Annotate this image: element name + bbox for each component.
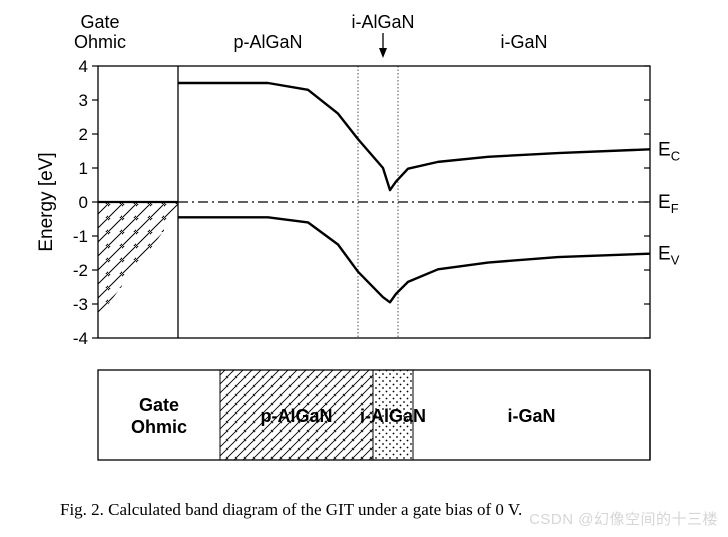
svg-text:3: 3 <box>79 91 88 110</box>
watermark-text: CSDN @幻像空间的十三楼 <box>529 508 718 529</box>
svg-text:i-AlGaN: i-AlGaN <box>351 12 414 32</box>
svg-text:Gate: Gate <box>139 395 179 415</box>
svg-text:-3: -3 <box>73 295 88 314</box>
svg-text:EC: EC <box>658 139 680 163</box>
svg-text:2: 2 <box>79 125 88 144</box>
band-diagram-svg: GateOhmicp-AlGaNi-AlGaNi-GaN-4-3-2-10123… <box>38 8 698 498</box>
svg-text:i-GaN: i-GaN <box>507 406 555 426</box>
svg-text:-1: -1 <box>73 227 88 246</box>
svg-text:-4: -4 <box>73 329 88 348</box>
svg-text:i-AlGaN: i-AlGaN <box>360 406 426 426</box>
svg-text:4: 4 <box>79 57 88 76</box>
svg-text:-2: -2 <box>73 261 88 280</box>
figure-area: GateOhmicp-AlGaNi-AlGaNi-GaN-4-3-2-10123… <box>38 8 698 498</box>
svg-text:0: 0 <box>79 193 88 212</box>
svg-text:i-GaN: i-GaN <box>500 32 547 52</box>
svg-text:Ohmic: Ohmic <box>74 32 126 52</box>
svg-text:1: 1 <box>79 159 88 178</box>
svg-text:Ohmic: Ohmic <box>131 417 187 437</box>
svg-text:EF: EF <box>658 192 679 216</box>
svg-text:EV: EV <box>658 244 680 268</box>
svg-text:Gate: Gate <box>80 12 119 32</box>
figure-caption: Fig. 2. Calculated band diagram of the G… <box>60 500 522 520</box>
svg-text:p-AlGaN: p-AlGaN <box>261 406 333 426</box>
svg-text:Energy [eV]: Energy [eV] <box>38 152 57 251</box>
svg-text:p-AlGaN: p-AlGaN <box>233 32 302 52</box>
